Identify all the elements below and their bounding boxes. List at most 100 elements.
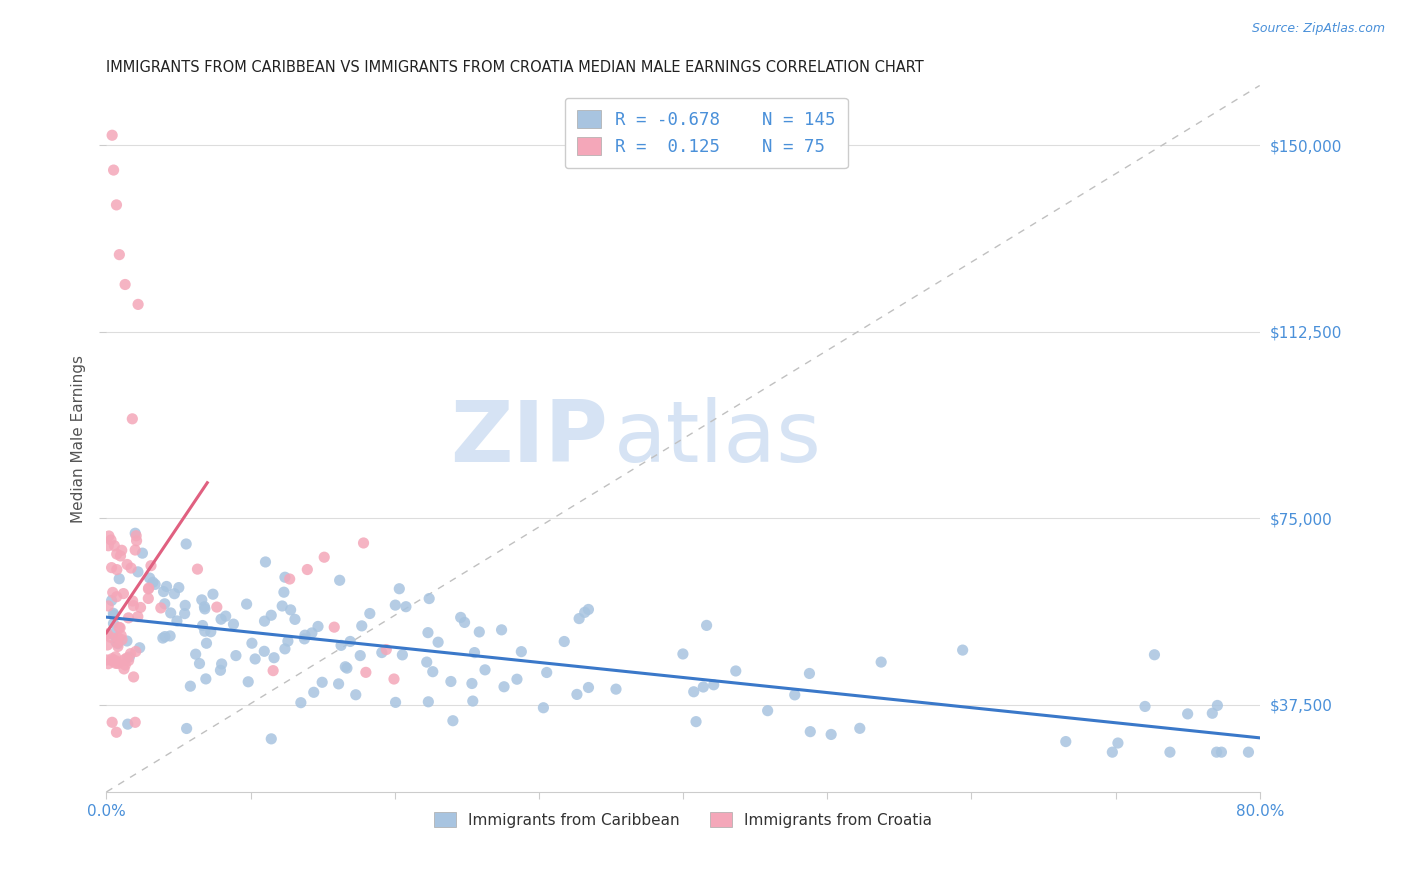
Point <box>174 537 197 551</box>
Point <box>143 577 166 591</box>
Point <box>153 597 176 611</box>
Point <box>176 722 198 736</box>
Point <box>1159 745 1181 759</box>
Point <box>349 648 371 663</box>
Point <box>138 571 160 585</box>
Point <box>136 591 159 606</box>
Point <box>531 700 554 714</box>
Point <box>280 603 302 617</box>
Point <box>260 731 283 746</box>
Point <box>1201 706 1223 721</box>
Text: Source: ZipAtlas.com: Source: ZipAtlas.com <box>1251 22 1385 36</box>
Point <box>105 563 128 577</box>
Point <box>97 529 120 543</box>
Point <box>103 163 125 178</box>
Text: ZIP: ZIP <box>450 397 607 480</box>
Point <box>1237 745 1260 759</box>
Point <box>1205 745 1227 759</box>
Point <box>105 725 128 739</box>
Point <box>108 247 131 261</box>
Point <box>382 672 405 686</box>
Point <box>253 644 276 658</box>
Point <box>440 674 463 689</box>
Point <box>307 619 329 633</box>
Point <box>107 640 129 654</box>
Point <box>353 536 375 550</box>
Point <box>194 672 217 686</box>
Point <box>115 651 138 665</box>
Point <box>96 653 118 667</box>
Point <box>1206 698 1229 713</box>
Point <box>127 565 149 579</box>
Point <box>254 555 277 569</box>
Point <box>492 680 515 694</box>
Point <box>101 585 124 599</box>
Point <box>464 646 486 660</box>
Point <box>120 647 142 661</box>
Point <box>184 647 207 661</box>
Point <box>510 645 533 659</box>
Point <box>468 624 491 639</box>
Point <box>115 634 138 648</box>
Point <box>260 608 283 623</box>
Point <box>209 612 232 626</box>
Point <box>384 598 406 612</box>
Point <box>124 543 146 558</box>
Point <box>186 562 208 576</box>
Point <box>120 561 142 575</box>
Point <box>474 663 496 677</box>
Point <box>139 558 162 573</box>
Point <box>152 631 174 645</box>
Point <box>152 584 174 599</box>
Point <box>191 618 214 632</box>
Point <box>166 614 188 628</box>
Point <box>568 611 591 625</box>
Point <box>578 602 600 616</box>
Point <box>105 590 128 604</box>
Point <box>491 623 513 637</box>
Point <box>96 638 118 652</box>
Point <box>138 582 160 596</box>
Point <box>173 607 195 621</box>
Point <box>323 620 346 634</box>
Point <box>103 616 125 631</box>
Point <box>422 665 444 679</box>
Point <box>253 614 276 628</box>
Point <box>453 615 475 630</box>
Point <box>111 543 134 558</box>
Point <box>110 628 132 642</box>
Point <box>271 599 294 613</box>
Point <box>371 646 394 660</box>
Point <box>297 562 319 576</box>
Point <box>104 654 127 668</box>
Point <box>756 704 779 718</box>
Point <box>273 585 295 599</box>
Point <box>108 621 131 635</box>
Point <box>278 572 301 586</box>
Point <box>225 648 247 663</box>
Point <box>388 582 411 596</box>
Point <box>117 654 139 668</box>
Point <box>124 526 146 541</box>
Point <box>105 198 128 212</box>
Point <box>107 637 129 651</box>
Point <box>101 654 124 668</box>
Point <box>574 605 596 619</box>
Point <box>277 634 299 648</box>
Point <box>461 676 484 690</box>
Point <box>565 687 588 701</box>
Point <box>105 547 128 561</box>
Point <box>284 612 307 626</box>
Point <box>354 665 377 680</box>
Point <box>100 533 122 547</box>
Point <box>418 591 440 606</box>
Point <box>191 593 214 607</box>
Text: atlas: atlas <box>614 397 823 480</box>
Point <box>112 662 135 676</box>
Point <box>682 685 704 699</box>
Point <box>125 533 148 548</box>
Point <box>211 657 233 671</box>
Point <box>849 722 872 736</box>
Point <box>131 546 153 560</box>
Point <box>100 560 122 574</box>
